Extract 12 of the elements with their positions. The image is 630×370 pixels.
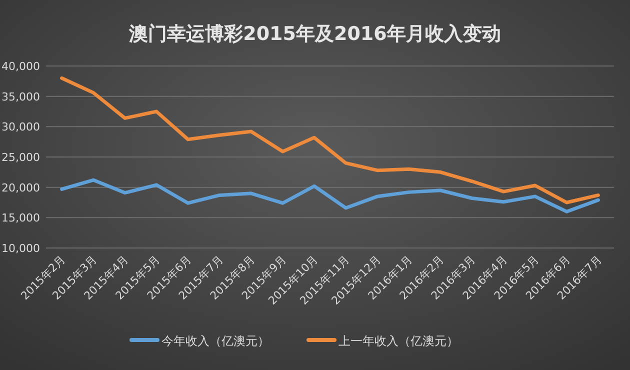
y-tick-label: 25,000 xyxy=(2,151,40,164)
y-tick-label: 30,000 xyxy=(2,120,40,134)
y-tick-label: 20,000 xyxy=(2,181,40,194)
y-tick-label: 10,000 xyxy=(2,242,40,255)
chart-title: 澳门幸运博彩2015年及2016年月收入变动 xyxy=(128,23,501,45)
line-series xyxy=(60,178,600,214)
line-series xyxy=(60,76,600,204)
y-tick-label: 15,000 xyxy=(2,212,40,225)
legend-label: 今年收入（亿澳元） xyxy=(162,334,270,348)
y-tick-label: 35,000 xyxy=(2,90,40,104)
legend-label: 上一年收入（亿澳元） xyxy=(338,334,458,348)
y-tick-label: 40,000 xyxy=(2,60,40,73)
